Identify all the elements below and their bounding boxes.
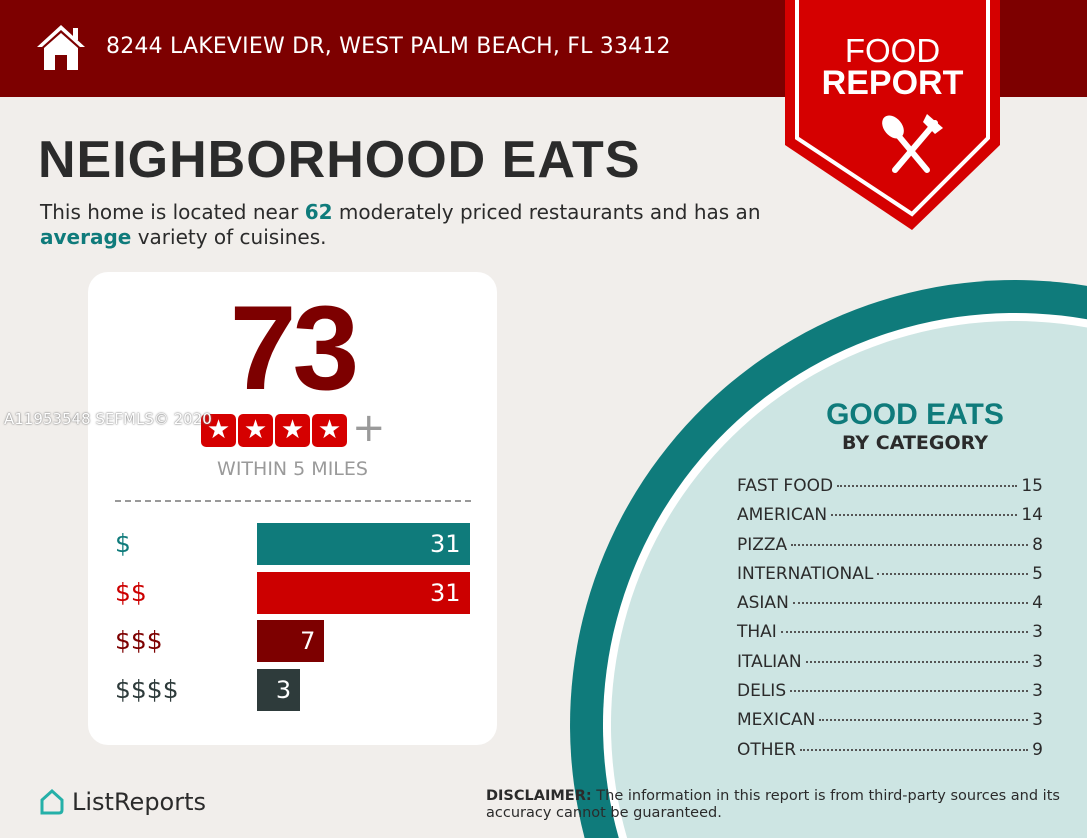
category-name: THAI bbox=[737, 622, 777, 643]
star-icon: ★ bbox=[312, 414, 347, 447]
category-count: 14 bbox=[1021, 505, 1043, 526]
dot-leader bbox=[877, 572, 1029, 575]
score-card bbox=[88, 272, 497, 745]
category-item: MEXICAN 3 bbox=[737, 710, 1043, 739]
bar-label: $$$$ bbox=[115, 675, 179, 704]
watermark: A11953548 SEFMLS© 2020 bbox=[4, 410, 212, 428]
category-item: ASIAN 4 bbox=[737, 593, 1043, 622]
category-name: FAST FOOD bbox=[737, 476, 834, 496]
star-icon: ★ bbox=[238, 414, 273, 447]
bar: 7 bbox=[257, 620, 325, 662]
dot-leader bbox=[790, 690, 1029, 693]
category-item: PIZZA 8 bbox=[737, 535, 1043, 564]
dot-leader bbox=[837, 485, 1018, 487]
disclaimer: DISCLAIMER: The information in this repo… bbox=[486, 788, 1060, 821]
category-name: AMERICAN bbox=[737, 505, 828, 526]
category-item: DELIS 3 bbox=[737, 681, 1043, 710]
badge-line2: REPORT bbox=[821, 64, 964, 102]
food-report-badge bbox=[785, 0, 1000, 230]
listreports-logo: ListReports bbox=[38, 788, 206, 816]
within-label: WITHIN 5 MILES bbox=[217, 458, 368, 480]
listreports-logo-icon bbox=[40, 788, 64, 815]
badge-line1: FOOD bbox=[844, 32, 941, 69]
star-icon: ★ bbox=[275, 414, 310, 447]
dot-leader bbox=[831, 514, 1018, 517]
category-item: ITALIAN 3 bbox=[737, 652, 1043, 681]
category-list: FAST FOOD 15 AMERICAN 14 PIZZA 8 INTERNATIONAL… bbox=[737, 476, 1043, 769]
bar: 31 bbox=[257, 572, 470, 614]
property-address: 8244 LAKEVIEW DR, WEST PALM BEACH, FL 33… bbox=[106, 34, 671, 59]
category-name: PIZZA bbox=[737, 534, 788, 555]
category-item: THAI 3 bbox=[737, 622, 1043, 651]
bar-label: $ bbox=[115, 529, 131, 558]
category-count: 4 bbox=[1032, 593, 1043, 614]
plus-icon: + bbox=[352, 405, 386, 451]
summary-text: This home is located near 62 moderately … bbox=[40, 200, 761, 249]
dot-leader bbox=[791, 543, 1029, 546]
category-name: INTERNATIONAL bbox=[737, 563, 874, 584]
divider bbox=[115, 500, 471, 502]
category-name: OTHER bbox=[737, 739, 797, 760]
bar: 3 bbox=[257, 669, 301, 711]
category-item: INTERNATIONAL 5 bbox=[737, 564, 1043, 593]
categories-subtitle: BY CATEGORY bbox=[841, 432, 989, 454]
category-name: ASIAN bbox=[737, 593, 789, 614]
category-count: 3 bbox=[1032, 710, 1043, 731]
category-count: 8 bbox=[1032, 534, 1043, 555]
category-name: DELIS bbox=[737, 681, 787, 702]
category-count: 3 bbox=[1032, 651, 1043, 672]
category-count: 3 bbox=[1032, 622, 1043, 643]
category-item: OTHER 9 bbox=[737, 740, 1043, 769]
bar-label: $$ bbox=[115, 578, 147, 607]
logo-text: ListReports bbox=[72, 788, 207, 816]
spoon-fork-icon bbox=[882, 114, 943, 173]
score-value: 73 bbox=[229, 281, 359, 415]
category-name: MEXICAN bbox=[737, 710, 816, 731]
category-count: 9 bbox=[1032, 739, 1043, 760]
category-item: AMERICAN 14 bbox=[737, 505, 1043, 534]
categories-title: GOOD EATS bbox=[826, 398, 1004, 431]
dot-leader bbox=[800, 748, 1029, 751]
category-count: 15 bbox=[1021, 476, 1043, 496]
dot-leader bbox=[780, 631, 1029, 634]
category-count: 5 bbox=[1032, 563, 1043, 584]
page-title: NEIGHBORHOOD EATS bbox=[38, 131, 641, 189]
dot-leader bbox=[819, 719, 1029, 722]
category-name: ITALIAN bbox=[737, 651, 802, 672]
star-rating: ★ ★ ★ ★ bbox=[201, 414, 347, 447]
category-count: 3 bbox=[1032, 681, 1043, 702]
star-icon: ★ bbox=[201, 414, 236, 447]
bar: 31 bbox=[257, 523, 470, 565]
home-icon bbox=[37, 25, 85, 70]
dot-leader bbox=[805, 660, 1029, 663]
category-item: FAST FOOD 15 bbox=[737, 476, 1043, 505]
dot-leader bbox=[792, 602, 1029, 605]
bar-label: $$$ bbox=[115, 626, 163, 655]
